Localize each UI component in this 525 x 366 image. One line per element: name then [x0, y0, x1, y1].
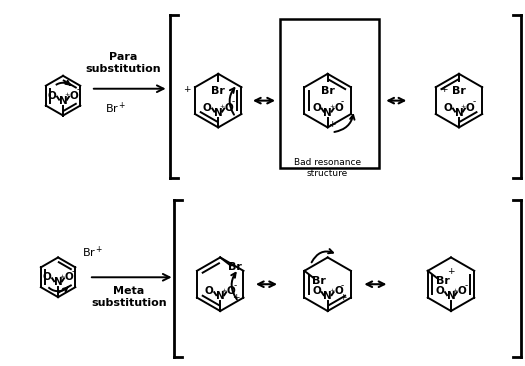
- Text: Para
substitution: Para substitution: [85, 52, 161, 74]
- Text: O: O: [458, 286, 466, 296]
- Text: +: +: [328, 120, 335, 129]
- Text: Br$^+$: Br$^+$: [105, 101, 127, 116]
- Text: O: O: [203, 102, 212, 113]
- Text: O: O: [43, 272, 51, 282]
- Text: +: +: [440, 85, 447, 94]
- Text: -: -: [472, 97, 476, 106]
- Text: O: O: [225, 102, 234, 113]
- Text: -: -: [341, 97, 344, 106]
- Text: +: +: [339, 293, 347, 302]
- Text: N: N: [323, 291, 332, 301]
- Text: O: O: [334, 102, 343, 113]
- Text: +: +: [329, 288, 334, 293]
- Text: +: +: [447, 267, 455, 276]
- Text: N: N: [54, 277, 62, 287]
- Text: -: -: [234, 281, 237, 290]
- Text: -: -: [464, 281, 468, 290]
- Text: +: +: [183, 85, 191, 94]
- Text: O: O: [65, 272, 74, 282]
- Text: +: +: [222, 288, 227, 293]
- Text: N: N: [59, 96, 67, 106]
- Text: N: N: [216, 291, 225, 301]
- Text: Br: Br: [211, 86, 225, 96]
- Text: +: +: [329, 104, 334, 109]
- Text: N: N: [323, 108, 332, 117]
- Text: Br: Br: [452, 86, 466, 96]
- Text: N: N: [447, 291, 455, 301]
- Text: O: O: [312, 102, 321, 113]
- Text: O: O: [227, 286, 236, 296]
- Text: +: +: [59, 274, 65, 279]
- Text: +: +: [219, 104, 225, 109]
- Text: +: +: [65, 92, 70, 97]
- Text: +: +: [453, 288, 458, 293]
- Text: N: N: [455, 108, 464, 117]
- Text: -: -: [232, 97, 235, 106]
- Text: O: O: [205, 286, 214, 296]
- Text: -: -: [71, 267, 75, 276]
- Text: Br$^+$: Br$^+$: [82, 245, 103, 260]
- Text: O: O: [444, 102, 453, 113]
- Text: Br: Br: [228, 262, 242, 272]
- Text: Br: Br: [312, 276, 326, 286]
- Text: Br: Br: [436, 276, 449, 286]
- Text: -: -: [76, 85, 80, 94]
- Text: Meta
substitution: Meta substitution: [91, 286, 166, 308]
- Bar: [280, 19, 380, 168]
- Text: -: -: [341, 281, 344, 290]
- Text: O: O: [334, 286, 343, 296]
- Text: O: O: [436, 286, 445, 296]
- Text: N: N: [214, 108, 223, 117]
- Text: Bad resonance
structure: Bad resonance structure: [294, 158, 361, 178]
- Text: O: O: [466, 102, 474, 113]
- Text: O: O: [48, 91, 57, 101]
- Text: Br: Br: [321, 86, 334, 96]
- Text: +: +: [232, 293, 239, 302]
- Text: O: O: [70, 91, 78, 101]
- Text: O: O: [312, 286, 321, 296]
- Text: +: +: [460, 104, 466, 109]
